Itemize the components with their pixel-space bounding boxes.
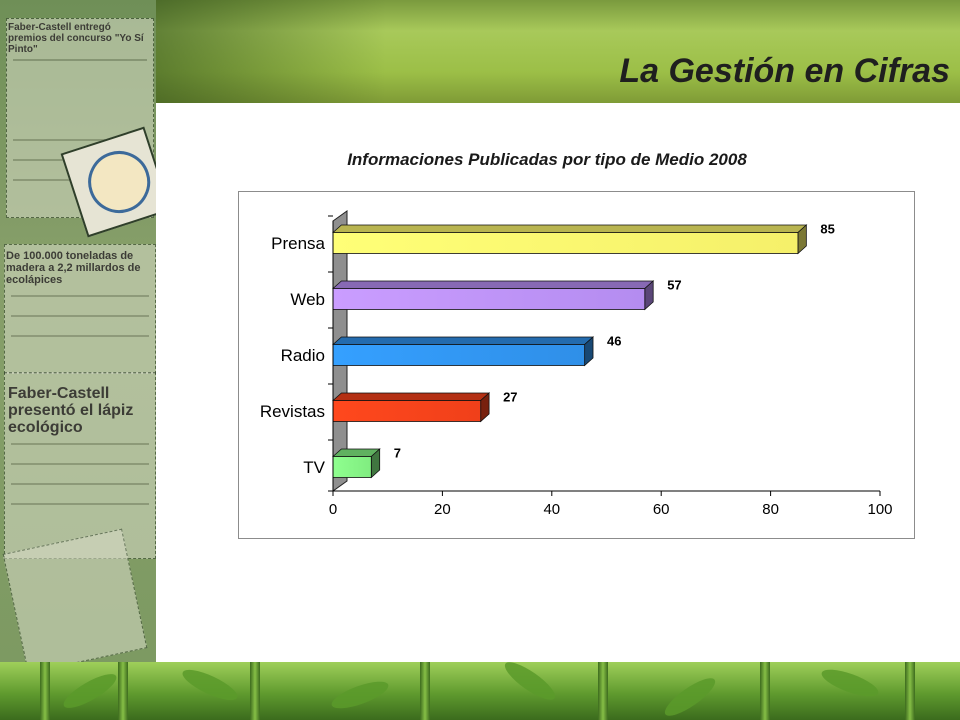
tick-label-40: 40 <box>543 501 560 518</box>
tick-label-100: 100 <box>867 501 892 518</box>
tick-labels: 0 20 40 60 80 100 <box>329 501 893 518</box>
bar-top-radio <box>331 336 595 345</box>
clipping-headline-3: Faber-Castell presentó el lápiz ecológic… <box>8 385 134 436</box>
category-label-prensa: Prensa <box>271 234 325 253</box>
bar-prensa <box>331 224 808 255</box>
category-label-revistas: Revistas <box>260 402 325 421</box>
category-label-radio: Radio <box>281 346 325 365</box>
bar-top-web <box>331 280 655 289</box>
page-title: La Gestión en Cifras <box>619 52 950 90</box>
clipping-headline-2: De 100.000 toneladas de madera a 2,2 mil… <box>6 250 141 286</box>
clipping-2 <box>4 244 156 374</box>
value-label-radio: 46 <box>607 334 621 349</box>
bar-top-prensa <box>331 224 808 233</box>
bar-top-revistas <box>331 392 491 401</box>
bar-front-tv <box>332 456 372 478</box>
bar-front-radio <box>332 344 586 366</box>
clipping-headline-1: Faber-Castell entregó premios del concur… <box>8 22 144 55</box>
value-labels: 85 57 46 27 7 <box>394 222 835 461</box>
chart-bars <box>331 224 808 479</box>
tick-label-80: 80 <box>762 501 779 518</box>
category-label-tv: TV <box>303 458 325 477</box>
value-label-prensa: 85 <box>820 222 834 237</box>
bar-tv <box>331 448 381 479</box>
category-label-web: Web <box>290 290 325 309</box>
bar-web <box>331 280 655 311</box>
bar-radio <box>331 336 595 367</box>
clipping-3 <box>4 372 156 559</box>
bar-front-revistas <box>332 400 482 422</box>
category-labels: Prensa Web Radio Revistas TV <box>260 234 326 477</box>
left-clippings-panel: Faber-Castell entregó premios del concur… <box>0 0 156 662</box>
value-label-web: 57 <box>667 278 681 293</box>
chart-axes <box>328 215 881 496</box>
value-label-tv: 7 <box>394 446 401 461</box>
bar-revistas <box>331 392 491 423</box>
header-band-shade <box>156 0 386 103</box>
bar-chart: Prensa Web Radio Revistas TV 0 20 40 60 80 100 85… <box>260 210 893 518</box>
tick-label-20: 20 <box>434 501 451 518</box>
value-label-revistas: 27 <box>503 390 517 405</box>
bar-front-web <box>332 288 646 310</box>
chart-title: Informaciones Publicadas por tipo de Med… <box>347 150 747 169</box>
tick-label-0: 0 <box>329 501 337 518</box>
tick-label-60: 60 <box>653 501 670 518</box>
clipping-4 <box>2 528 148 662</box>
bar-front-prensa <box>332 232 799 254</box>
bamboo-footer <box>0 662 960 720</box>
